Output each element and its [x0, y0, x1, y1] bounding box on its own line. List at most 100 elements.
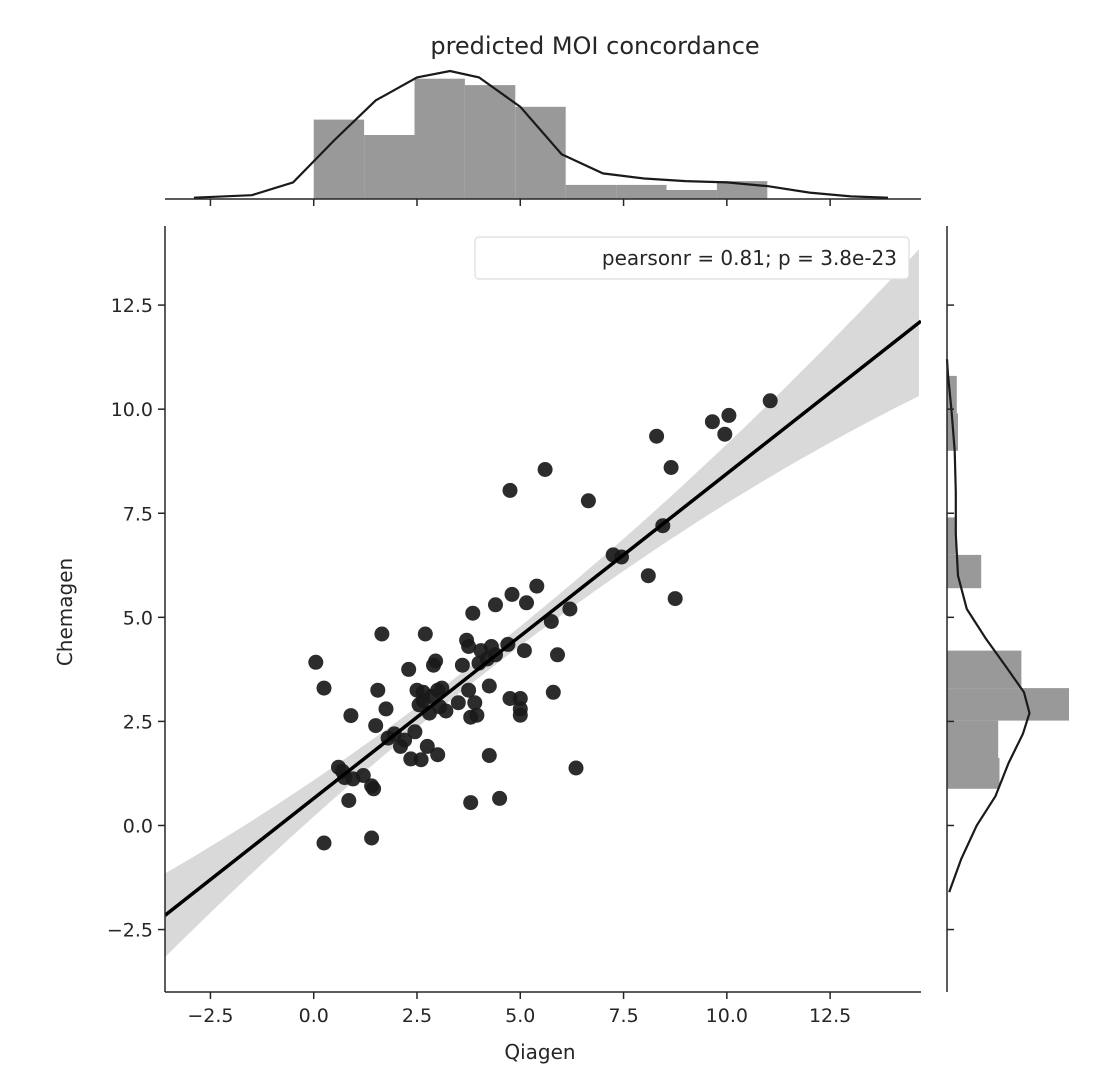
scatter-point [640, 568, 656, 584]
scatter-point [308, 654, 324, 670]
scatter-point [512, 707, 528, 723]
marginal-x-bar [616, 184, 667, 199]
y-tick-label: −2.5 [107, 920, 153, 942]
scatter-point [502, 691, 518, 706]
scatter-point [430, 747, 446, 763]
marginal-x-bar [666, 190, 717, 199]
scatter-point [545, 684, 561, 700]
scatter-point [378, 701, 394, 717]
scatter-point [370, 682, 386, 698]
y-axis-ticks: −2.5 0.0 2.5 5.0 7.5 10.0 12.5 [107, 295, 165, 942]
scatter-point [397, 732, 413, 748]
scatter-point [461, 639, 477, 654]
marginal-y-histogram [947, 375, 1069, 789]
scatter-point [364, 830, 380, 846]
marginal-x-bar [565, 184, 617, 199]
y-tick-label: 7.5 [123, 503, 153, 525]
scatter-point [529, 578, 545, 594]
scatter-point [512, 691, 528, 706]
legend: pearsonr = 0.81; p = 3.8e-23 [474, 236, 910, 280]
marginal-y-kde-curve [945, 359, 1031, 893]
scatter-point [469, 707, 485, 723]
scatter-point [316, 680, 332, 696]
scatter-point [519, 595, 534, 611]
regression-line [165, 319, 921, 917]
scatter-point [467, 695, 483, 711]
scatter-point [438, 703, 454, 719]
legend-box [474, 236, 910, 280]
x-tick-label: −2.5 [187, 1005, 233, 1027]
marginal-x-kde-curve [193, 69, 889, 199]
marginal-x-bar [464, 85, 516, 199]
scatter-point [481, 678, 497, 694]
scatter-point [419, 738, 435, 754]
scatter-point [450, 695, 466, 711]
marginal-y-bar [947, 650, 1022, 689]
x-tick-label: 10.0 [706, 1005, 748, 1027]
scatter-point [717, 426, 733, 442]
scatter-point [366, 781, 382, 797]
marginal-y-bar [947, 554, 982, 589]
regression-confidence-band [165, 249, 919, 958]
marginal-x-bar [414, 78, 465, 199]
marginal-x-ticks [209, 199, 831, 206]
scatter-point [492, 790, 508, 806]
marginal-x-bar [313, 119, 365, 199]
marginal-y-bar [947, 720, 999, 759]
marginal-y-ticks [947, 304, 954, 931]
scatter-point [413, 752, 429, 768]
y-tick-label: 0.0 [123, 815, 153, 837]
scatter-point [368, 718, 384, 734]
x-tick-label: 2.5 [402, 1005, 432, 1027]
scatter-point [417, 626, 433, 642]
scatter-point [663, 460, 679, 475]
scatter-point [343, 708, 359, 724]
marginal-x-panel [165, 69, 921, 206]
scatter-point [454, 657, 470, 673]
scatter-point [374, 626, 390, 642]
scatter-point [762, 393, 778, 409]
scatter-point [407, 724, 423, 740]
chart-title: predicted MOI concordance [430, 32, 759, 60]
x-tick-label: 0.0 [299, 1005, 329, 1027]
x-axis-ticks: −2.5 0.0 2.5 5.0 7.5 10.0 12.5 [187, 992, 851, 1027]
scatter-point [704, 414, 720, 430]
scatter-point [461, 682, 477, 698]
scatter-point [428, 653, 444, 669]
marginal-y-bar [947, 375, 957, 414]
scatter-points [308, 393, 778, 851]
y-tick-label: 10.0 [111, 399, 153, 421]
scatter-point [568, 760, 584, 776]
y-tick-label: 2.5 [123, 711, 153, 733]
scatter-point [401, 661, 417, 677]
scatter-point [562, 601, 578, 617]
scatter-point [667, 591, 683, 607]
scatter-point [537, 462, 553, 477]
scatter-point [434, 680, 450, 696]
x-tick-label: 12.5 [809, 1005, 851, 1027]
marginal-y-panel [945, 226, 1069, 992]
scatter-point [488, 597, 503, 613]
scatter-point [465, 605, 481, 621]
scatter-point [580, 493, 596, 509]
scatter-point [649, 428, 665, 444]
x-tick-label: 5.0 [505, 1005, 535, 1027]
scatter-point [502, 482, 518, 498]
marginal-x-bar [515, 106, 566, 199]
scatter-point [463, 795, 479, 811]
marginal-y-bar [947, 517, 956, 555]
scatter-point [504, 586, 520, 602]
main-plot-area: −2.5 0.0 2.5 5.0 7.5 10.0 12.5 −2.5 0.0 2.5 5.0 7.… [53, 226, 921, 1064]
scatter-point [516, 643, 532, 659]
scatter-point [355, 768, 371, 783]
y-tick-label: 5.0 [123, 607, 153, 629]
scatter-point [543, 614, 559, 629]
scatter-point [550, 647, 565, 663]
scatter-point [316, 835, 332, 851]
scatter-point [341, 793, 357, 808]
y-tick-label: 12.5 [111, 295, 153, 317]
y-axis-label: Chemagen [53, 558, 77, 666]
marginal-x-histogram [313, 78, 768, 199]
x-tick-label: 7.5 [608, 1005, 638, 1027]
